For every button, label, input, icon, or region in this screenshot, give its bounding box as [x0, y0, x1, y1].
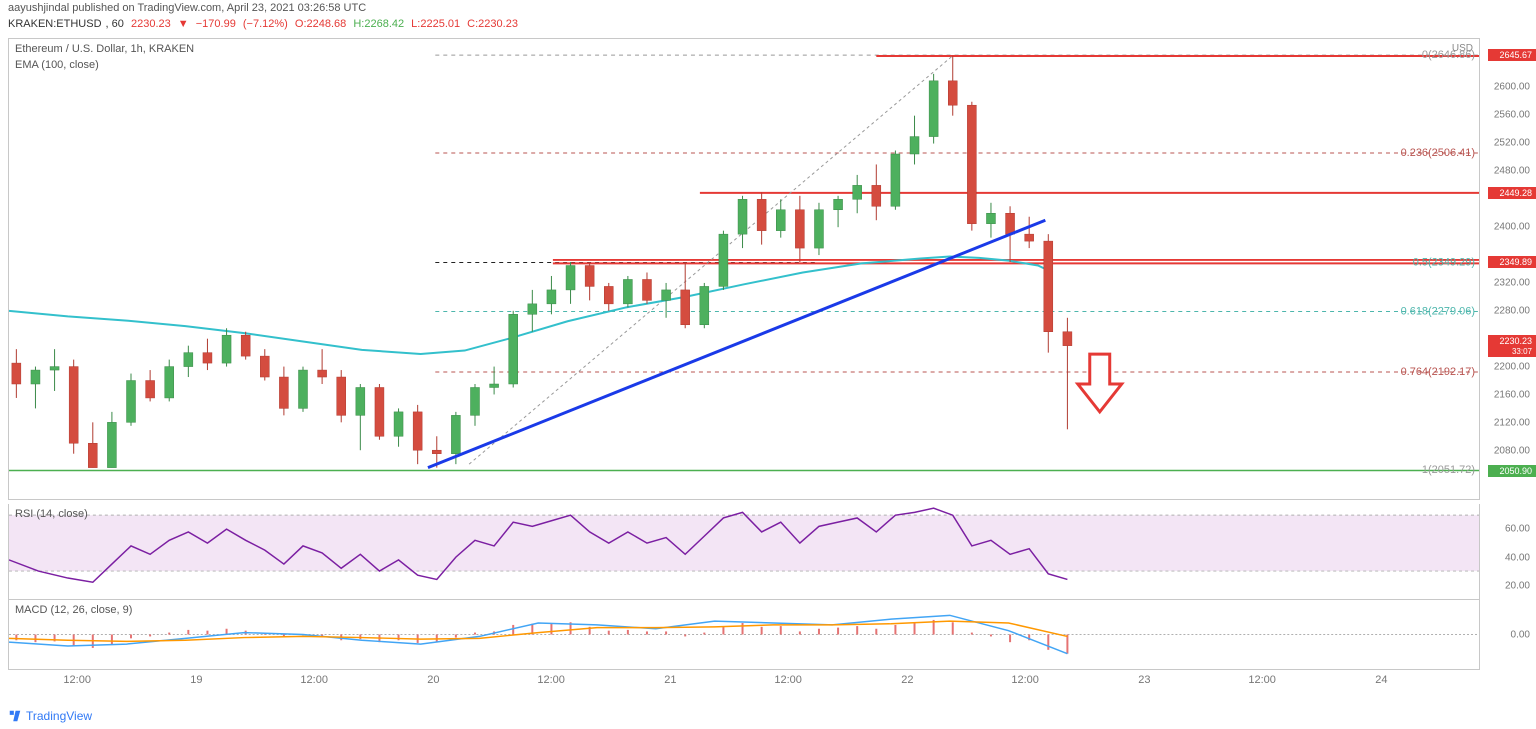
price-tick: 2320.00 — [1494, 278, 1530, 289]
macd-axis: 0.00 — [1480, 600, 1536, 670]
time-tick: 20 — [427, 674, 439, 686]
price-change: −170.99 — [196, 18, 236, 30]
tradingview-icon — [8, 709, 22, 723]
time-tick: 12:00 — [1011, 674, 1039, 686]
time-tick: 12:00 — [300, 674, 328, 686]
price-level-label: 2230.2333:07 — [1488, 335, 1536, 357]
price-tick: 2560.00 — [1494, 110, 1530, 121]
price-tick: 2480.00 — [1494, 166, 1530, 177]
price-tick: 2600.00 — [1494, 82, 1530, 93]
price-panel[interactable]: Ethereum / U.S. Dollar, 1h, KRAKEN EMA (… — [8, 38, 1480, 500]
svg-text:0.5(2349.29): 0.5(2349.29) — [1413, 257, 1475, 269]
rsi-chart-svg — [9, 504, 1479, 599]
price-tick: 2520.00 — [1494, 138, 1530, 149]
price-tick: 2080.00 — [1494, 446, 1530, 457]
rsi-panel[interactable]: RSI (14, close) — [8, 504, 1480, 600]
rsi-title: RSI (14, close) — [15, 508, 88, 520]
macd-chart-svg — [9, 600, 1479, 669]
ema-indicator-label: EMA (100, close) — [15, 59, 99, 71]
price-level-label: 2645.67 — [1488, 49, 1536, 61]
time-tick: 21 — [664, 674, 676, 686]
ohlc-close: C:2230.23 — [467, 18, 518, 30]
interval: 60 — [112, 18, 124, 30]
last-price: 2230.23 — [131, 18, 171, 30]
ohlc-open: O:2248.68 — [295, 18, 346, 30]
price-tick: 2200.00 — [1494, 362, 1530, 373]
svg-text:1(2051.72): 1(2051.72) — [1422, 464, 1475, 476]
time-tick: 12:00 — [63, 674, 91, 686]
chart-container: aayushjindal published on TradingView.co… — [0, 0, 1536, 729]
price-change-pct: (−7.12%) — [243, 18, 288, 30]
time-tick: 24 — [1375, 674, 1387, 686]
time-tick: 22 — [901, 674, 913, 686]
svg-text:0.618(2279.06): 0.618(2279.06) — [1401, 305, 1475, 317]
price-tick: 2280.00 — [1494, 306, 1530, 317]
price-tick: 2120.00 — [1494, 418, 1530, 429]
ohlc-low: L:2225.01 — [411, 18, 460, 30]
price-chart-svg: 0(2646.86)0.236(2506.41)0.5(2349.29)0.61… — [9, 39, 1479, 499]
tradingview-logo[interactable]: TradingView — [8, 709, 92, 723]
time-axis: 12:00 19 12:00 20 12:00 21 12:00 22 12:00 23 12:00… — [8, 670, 1480, 694]
time-tick: 12:00 — [537, 674, 565, 686]
ohlc-high: H:2268.42 — [353, 18, 404, 30]
price-level-label: 2449.28 — [1488, 187, 1536, 199]
time-tick: 23 — [1138, 674, 1150, 686]
price-level-label: 2050.90 — [1488, 465, 1536, 477]
price-tick: 2400.00 — [1494, 222, 1530, 233]
author-name: aayushjindal — [8, 2, 69, 14]
rsi-tick: 40.00 — [1505, 552, 1530, 563]
price-axis: 2080.00 2120.00 2160.00 2200.00 2280.00 2320.… — [1480, 38, 1536, 500]
rsi-axis: 20.00 40.00 60.00 — [1480, 504, 1536, 600]
time-tick: 12:00 — [774, 674, 802, 686]
currency-label: USD — [1452, 43, 1473, 54]
symbol: KRAKEN:ETHUSD — [8, 18, 102, 30]
publish-timestamp: April 23, 2021 03:26:58 UTC — [227, 2, 366, 14]
price-tick: 2160.00 — [1494, 390, 1530, 401]
publish-info: aayushjindal published on TradingView.co… — [8, 2, 366, 14]
macd-tick: 0.00 — [1511, 630, 1530, 641]
svg-text:0.236(2506.41): 0.236(2506.41) — [1401, 147, 1475, 159]
price-level-label: 2349.89 — [1488, 256, 1536, 268]
time-tick: 19 — [190, 674, 202, 686]
rsi-tick: 20.00 — [1505, 580, 1530, 591]
time-tick: 12:00 — [1248, 674, 1276, 686]
quote-bar: KRAKEN:ETHUSD, 60 2230.23 ▼ −170.99 (−7.… — [8, 18, 522, 30]
svg-text:0.764(2192.17): 0.764(2192.17) — [1401, 366, 1475, 378]
published-text: published on TradingView.com, — [72, 2, 224, 14]
chart-title: Ethereum / U.S. Dollar, 1h, KRAKEN — [15, 43, 194, 55]
tradingview-label: TradingView — [26, 709, 92, 723]
rsi-tick: 60.00 — [1505, 524, 1530, 535]
macd-panel[interactable]: MACD (12, 26, close, 9) — [8, 600, 1480, 670]
macd-title: MACD (12, 26, close, 9) — [15, 604, 132, 616]
